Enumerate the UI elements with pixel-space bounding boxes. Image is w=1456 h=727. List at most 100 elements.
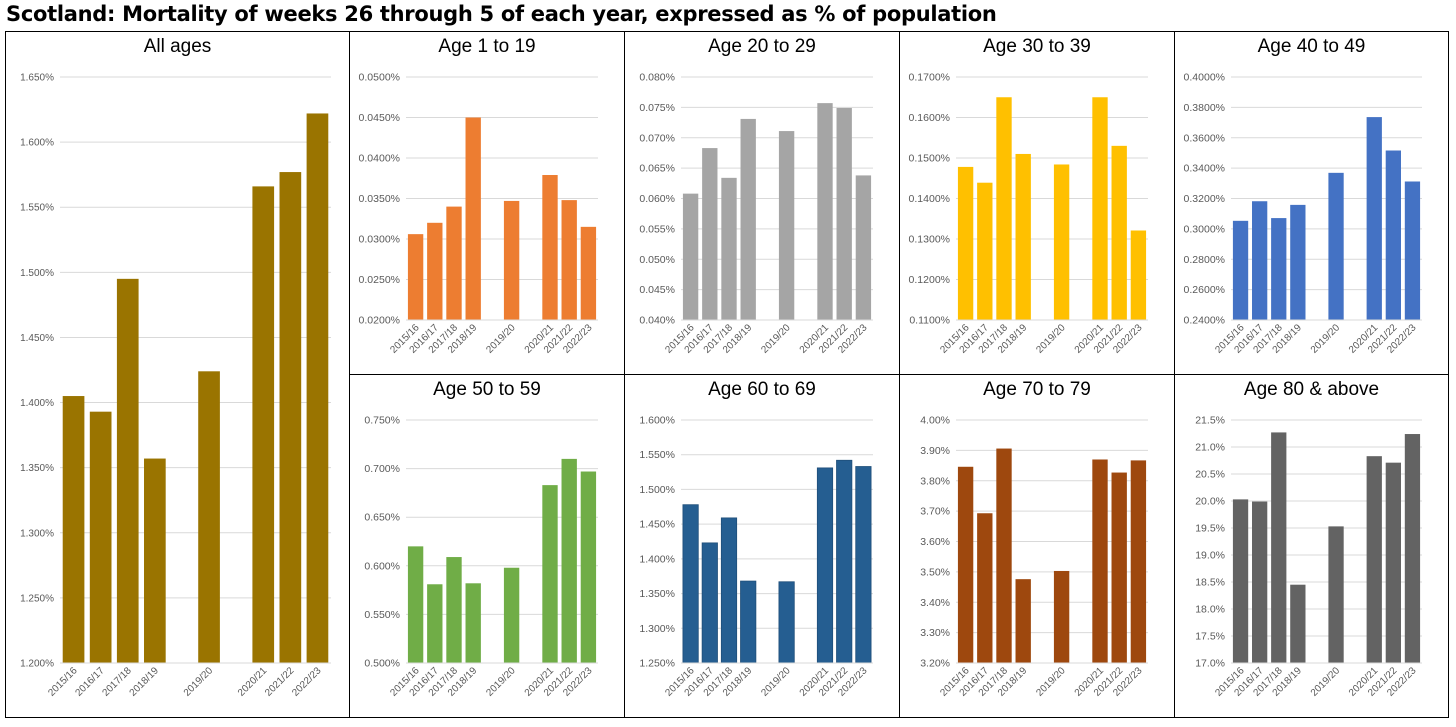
chart-svg: 0.500%0.550%0.600%0.650%0.700%0.750%2015…	[364, 415, 598, 699]
x-tick-label: 2019/20	[1309, 665, 1343, 699]
chart-title: Age 80 & above	[1243, 379, 1380, 400]
x-tick-label: 2019/20	[1309, 322, 1343, 356]
y-tick-label: 17.0%	[1195, 658, 1225, 670]
bar	[1328, 172, 1344, 320]
y-tick-label: 0.0350%	[359, 193, 400, 205]
bar	[1111, 472, 1127, 663]
chart-age-80-above: 17.0% 17.5% 18.0% 18.5% 19.0% 19.5% 20.0% 20.5%…	[1174, 374, 1449, 718]
chart-title: Age 30 to 39	[983, 36, 1091, 57]
y-tick-label: 0.3000%	[1184, 223, 1225, 235]
bar	[836, 459, 853, 664]
y-tick-label: 18.0%	[1195, 604, 1225, 616]
y-tick-label: 0.1100%	[909, 315, 950, 327]
y-tick-label: 1.500%	[639, 484, 675, 496]
bar	[427, 222, 443, 320]
chart-svg: 0.040% 0.045% 0.050% 0.055% 0.060% 0.065% 0.07…	[639, 72, 873, 356]
y-tick-label: 1.300%	[639, 623, 675, 635]
bar	[816, 467, 834, 664]
bar	[1290, 584, 1306, 663]
x-tick-label: 2019/20	[759, 665, 793, 699]
y-tick-label: 1.600%	[639, 415, 675, 427]
y-tick-label: 0.1700%	[909, 72, 950, 84]
bar	[465, 583, 481, 663]
bar	[446, 206, 462, 320]
y-tick-label: 0.0450%	[359, 112, 400, 124]
bar	[996, 448, 1012, 663]
y-tick-label: 1.450%	[20, 333, 54, 344]
chart-title: Age 40 to 49	[1257, 36, 1366, 57]
y-tick-label: 0.0300%	[359, 234, 400, 246]
bar	[1092, 97, 1108, 320]
y-tick-label: 21.0%	[1195, 442, 1225, 454]
chart-svg: 17.0% 17.5% 18.0% 18.5% 19.0% 19.5% 20.0% 20.5%…	[1195, 415, 1422, 699]
y-tick-label: 19.5%	[1195, 523, 1225, 535]
bar	[1015, 579, 1031, 663]
y-tick-label: 0.3400%	[1184, 163, 1225, 175]
y-tick-label: 0.0400%	[359, 153, 400, 165]
bar	[198, 371, 220, 663]
bar	[977, 182, 993, 320]
x-tick-label: 2019/20	[182, 665, 216, 699]
y-tick-label: 1.400%	[20, 398, 54, 409]
chart-age-40-49: 0.2400% 0.2600% 0.2800% 0.3000% 0.3200% 0.340…	[1174, 31, 1449, 375]
bar	[446, 557, 462, 663]
bar	[116, 278, 139, 663]
bar	[407, 234, 424, 320]
chart-title: All ages	[143, 36, 212, 57]
y-tick-label: 20.5%	[1195, 469, 1225, 481]
y-tick-label: 1.500%	[20, 268, 54, 279]
y-tick-label: 0.055%	[639, 223, 675, 235]
x-tick-label: 2019/20	[759, 322, 793, 356]
bar	[542, 485, 558, 663]
bar	[778, 131, 795, 320]
bar	[1111, 145, 1127, 320]
bar	[721, 177, 737, 320]
bar	[682, 193, 699, 320]
bar	[503, 567, 520, 663]
bar	[836, 107, 852, 320]
chart-age-20-29: 0.040% 0.045% 0.050% 0.055% 0.060% 0.065% 0.07…	[624, 31, 900, 375]
y-tick-label: 0.4000%	[1184, 72, 1225, 84]
bar	[1366, 456, 1382, 663]
bar	[996, 97, 1012, 320]
x-tick-label: 2019/20	[1034, 322, 1068, 356]
y-tick-label: 1.400%	[639, 553, 675, 565]
chart-age-70-79: 3.20% 3.30% 3.40% 3.50% 3.60% 3.70% 3.80% 3.90%…	[899, 374, 1175, 718]
bar	[855, 466, 872, 664]
y-tick-label: 0.600%	[364, 560, 400, 572]
y-tick-label: 0.700%	[364, 463, 400, 475]
y-tick-label: 0.1500%	[909, 153, 950, 165]
y-tick-label: 1.350%	[20, 463, 54, 474]
y-tick-label: 1.300%	[20, 528, 54, 539]
bar	[1385, 150, 1401, 320]
bar	[957, 466, 974, 663]
bar	[542, 175, 558, 320]
y-tick-label: 0.500%	[364, 658, 400, 670]
y-tick-label: 4.00%	[920, 415, 950, 427]
bar	[306, 113, 329, 663]
y-tick-label: 0.3800%	[1184, 102, 1225, 114]
x-tick-label: 2019/20	[484, 322, 518, 356]
y-tick-label: 0.070%	[639, 132, 675, 144]
x-tick-label: 2018/19	[128, 665, 162, 699]
y-tick-label: 1.250%	[20, 593, 54, 604]
y-tick-label: 1.550%	[639, 449, 675, 461]
chart-svg: 0.2400% 0.2600% 0.2800% 0.3000% 0.3200% 0.340…	[1184, 72, 1422, 356]
x-tick-label: 2022/23	[290, 665, 324, 699]
bar	[1385, 462, 1401, 663]
bar	[1271, 218, 1287, 320]
bar	[701, 542, 718, 664]
y-tick-label: 0.0500%	[359, 72, 400, 84]
y-tick-label: 1.250%	[639, 658, 675, 670]
y-tick-label: 0.1400%	[909, 193, 950, 205]
bar	[279, 172, 302, 663]
bar	[1130, 460, 1147, 663]
bar	[817, 103, 833, 320]
bar	[1015, 153, 1031, 320]
y-tick-label: 0.0250%	[359, 274, 400, 286]
bar	[720, 517, 738, 664]
y-tick-label: 3.20%	[920, 658, 950, 670]
bar	[580, 471, 597, 663]
bar	[1328, 526, 1344, 663]
bar	[1232, 220, 1249, 320]
